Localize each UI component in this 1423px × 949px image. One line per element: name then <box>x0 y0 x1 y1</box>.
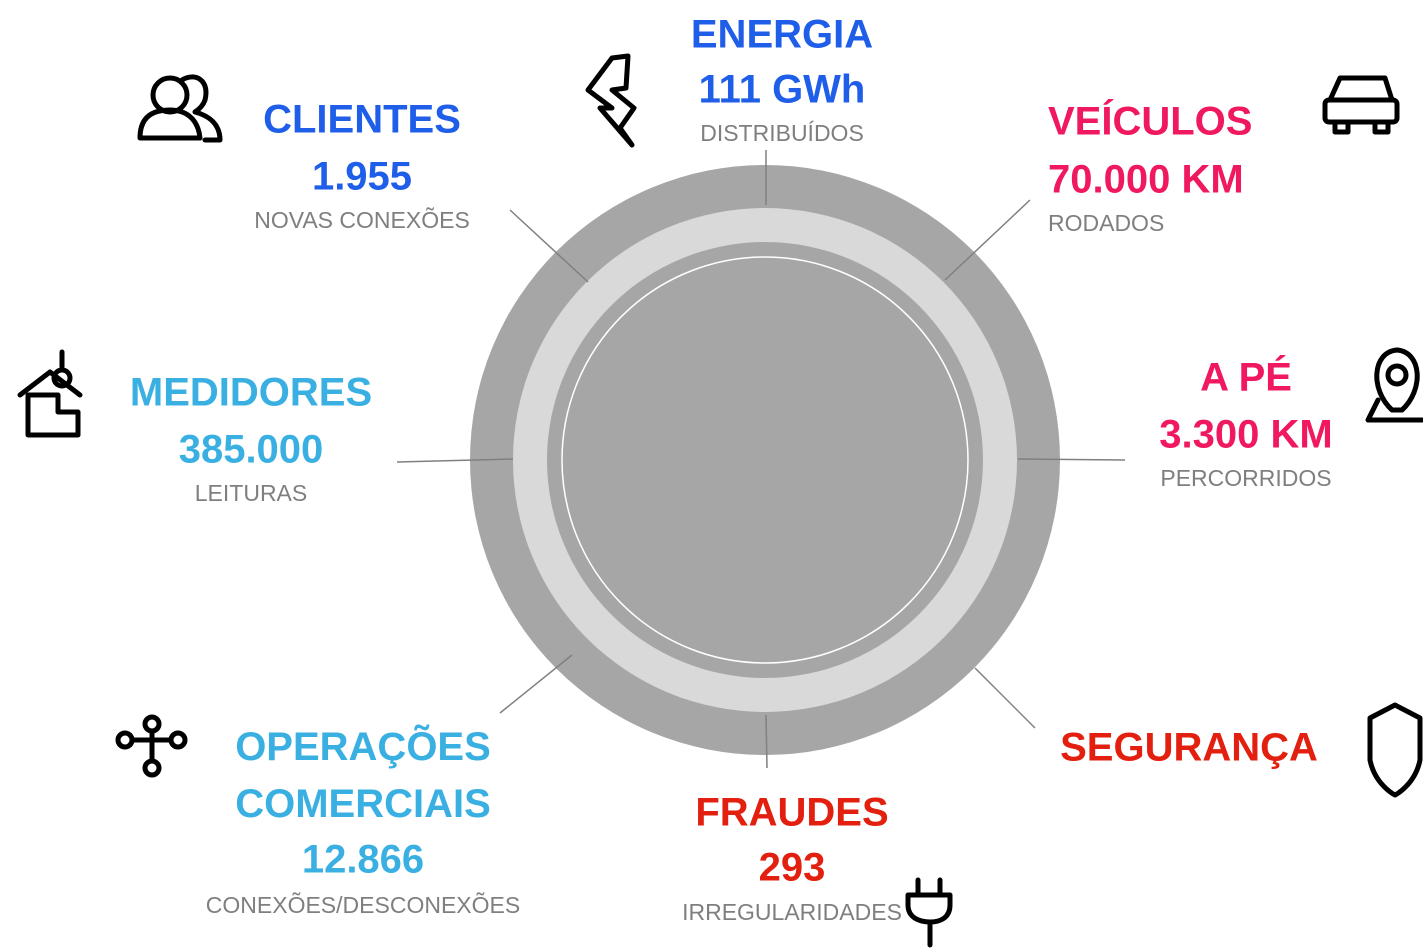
item-title: OPERAÇÕES COMERCIAIS <box>235 725 491 826</box>
item-title: ENERGIA <box>690 12 874 57</box>
item-title: SEGURANÇA <box>1060 725 1318 770</box>
car-icon <box>1322 75 1400 135</box>
inner-disc <box>547 242 983 678</box>
clients-icon <box>137 74 223 143</box>
connector <box>765 714 768 769</box>
item-title: MEDIDORES <box>129 370 373 415</box>
item-caption: IRREGULARIDADES <box>682 899 902 925</box>
connector <box>944 199 1031 281</box>
item-caption: LEITURAS <box>194 480 308 506</box>
item-title: A PÉ <box>1200 355 1292 400</box>
connector <box>1017 458 1126 461</box>
item-value: 3.300 KM <box>1159 412 1333 457</box>
connector <box>499 654 573 714</box>
item-value: 12.866 <box>301 837 425 882</box>
walk-icon <box>1365 347 1423 423</box>
item-title: CLIENTES <box>263 97 461 142</box>
plug-icon <box>905 877 953 948</box>
item-caption: NOVAS CONEXÕES <box>254 207 470 233</box>
item-caption: CONEXÕES/DESCONEXÕES <box>205 892 521 918</box>
operations-icon <box>115 714 188 778</box>
inner-outline <box>561 256 969 664</box>
shield-icon <box>1367 702 1423 798</box>
connectors <box>396 150 1126 769</box>
item-value: 1.955 <box>311 154 413 199</box>
item-value: 70.000 KM <box>1048 157 1244 202</box>
connector <box>509 209 589 283</box>
item-value: 293 <box>758 845 826 890</box>
item-caption: DISTRIBUÍDOS <box>700 120 864 146</box>
item-caption: PERCORRIDOS <box>1160 465 1332 491</box>
energy-icon <box>585 53 637 148</box>
item-value: 111 GWh <box>698 67 866 112</box>
connector <box>974 667 1036 729</box>
meter-icon <box>17 349 83 438</box>
item-value: 385.000 <box>178 427 324 472</box>
item-caption: RODADOS <box>1048 210 1165 236</box>
item-title: VEÍCULOS <box>1048 99 1253 144</box>
connector <box>396 458 514 463</box>
item-title: FRAUDES <box>695 790 889 835</box>
